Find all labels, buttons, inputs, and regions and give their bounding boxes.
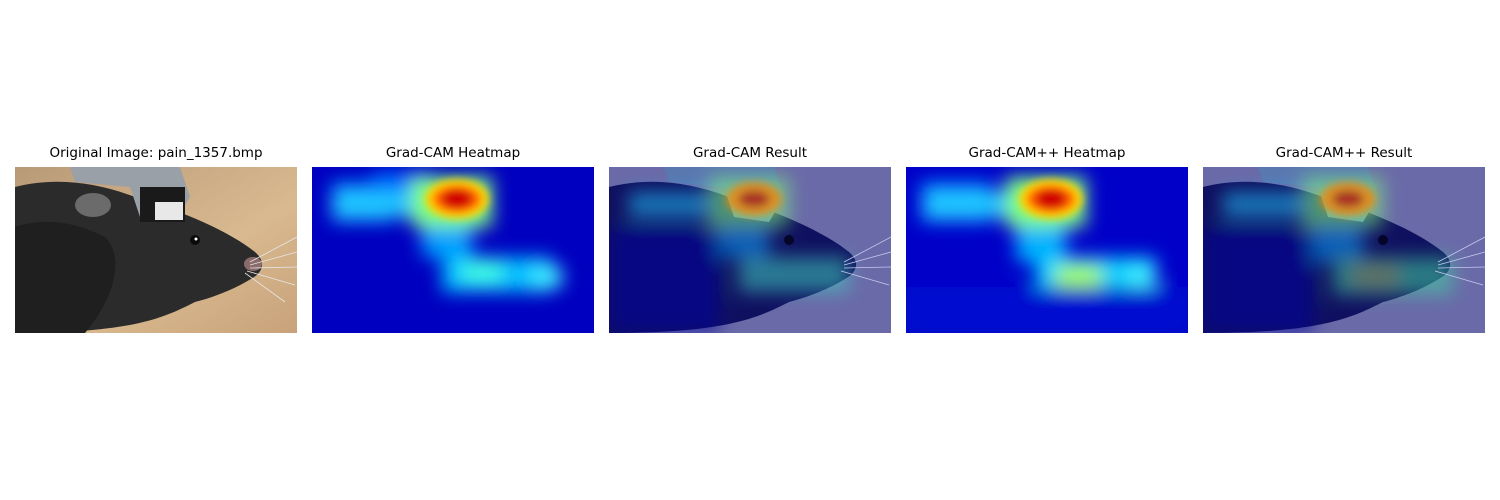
gradcam-result-image — [609, 167, 891, 333]
panel-gradcampp-heatmap: Grad-CAM++ Heatmap — [906, 0, 1188, 500]
panel-gradcam-result: Grad-CAM Result — [609, 0, 891, 500]
panel-original-image: Original Image: pain_1357.bmp — [15, 0, 297, 500]
panel-title: Grad-CAM++ Result — [1275, 145, 1413, 161]
panel-gradcampp-result: Grad-CAM++ Result — [1203, 0, 1485, 500]
panel-title: Grad-CAM Result — [692, 145, 808, 161]
gradcampp-heatmap-image — [906, 167, 1188, 333]
panel-title: Grad-CAM++ Heatmap — [968, 145, 1126, 161]
panel-title: Original Image: pain_1357.bmp — [49, 145, 263, 161]
gradcampp-result-image — [1203, 167, 1485, 333]
panel-gradcam-heatmap: Grad-CAM Heatmap — [312, 0, 594, 500]
gradcam-heatmap-image — [312, 167, 594, 333]
original-mouse-image — [15, 167, 297, 333]
panel-title: Grad-CAM Heatmap — [385, 145, 521, 161]
